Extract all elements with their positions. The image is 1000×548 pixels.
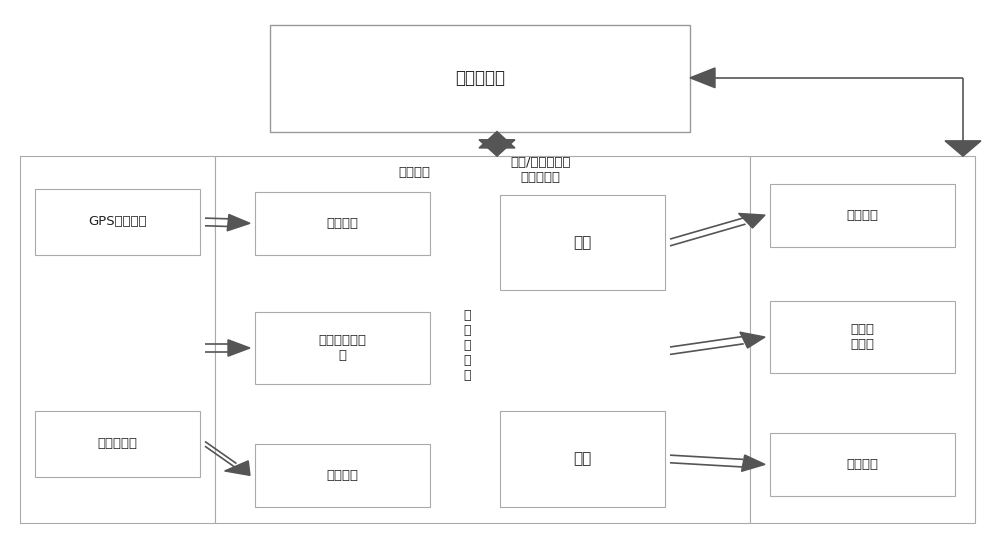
Text: 同
步
控
制
器: 同 步 控 制 器 xyxy=(463,309,471,382)
FancyBboxPatch shape xyxy=(770,433,955,496)
Polygon shape xyxy=(945,141,981,156)
Text: 时间基准: 时间基准 xyxy=(326,217,358,230)
Text: 位置/时间同步数
据（网口）: 位置/时间同步数 据（网口） xyxy=(510,156,570,184)
FancyBboxPatch shape xyxy=(215,156,750,523)
FancyBboxPatch shape xyxy=(255,312,430,384)
FancyBboxPatch shape xyxy=(255,192,430,255)
FancyBboxPatch shape xyxy=(255,444,430,507)
Polygon shape xyxy=(225,461,250,475)
FancyBboxPatch shape xyxy=(20,156,215,523)
Polygon shape xyxy=(479,140,515,156)
Polygon shape xyxy=(479,132,515,148)
Text: 高精度授时单
元: 高精度授时单 元 xyxy=(318,334,366,362)
Text: 采集服务器: 采集服务器 xyxy=(455,69,505,87)
Text: GPS接受模块: GPS接受模块 xyxy=(88,215,147,229)
FancyBboxPatch shape xyxy=(270,25,690,132)
Polygon shape xyxy=(228,340,250,356)
Text: 光电编码器: 光电编码器 xyxy=(98,437,138,450)
FancyBboxPatch shape xyxy=(750,156,975,523)
FancyBboxPatch shape xyxy=(500,195,665,290)
Text: 惯性单元: 惯性单元 xyxy=(846,458,879,471)
FancyBboxPatch shape xyxy=(500,411,665,507)
FancyBboxPatch shape xyxy=(35,189,200,255)
FancyBboxPatch shape xyxy=(770,184,955,247)
Text: 面阵相机: 面阵相机 xyxy=(846,209,879,221)
Polygon shape xyxy=(740,332,765,348)
Polygon shape xyxy=(690,68,715,88)
FancyBboxPatch shape xyxy=(770,301,955,373)
Text: 参数设置: 参数设置 xyxy=(398,166,430,179)
Text: 同步: 同步 xyxy=(573,452,592,466)
Polygon shape xyxy=(227,214,250,231)
FancyBboxPatch shape xyxy=(35,411,200,477)
Polygon shape xyxy=(742,455,765,471)
Polygon shape xyxy=(739,213,765,228)
Text: 触发: 触发 xyxy=(573,235,592,250)
Text: 空间基准: 空间基准 xyxy=(326,469,358,482)
Text: 红外热
成像仪: 红外热 成像仪 xyxy=(850,323,874,351)
